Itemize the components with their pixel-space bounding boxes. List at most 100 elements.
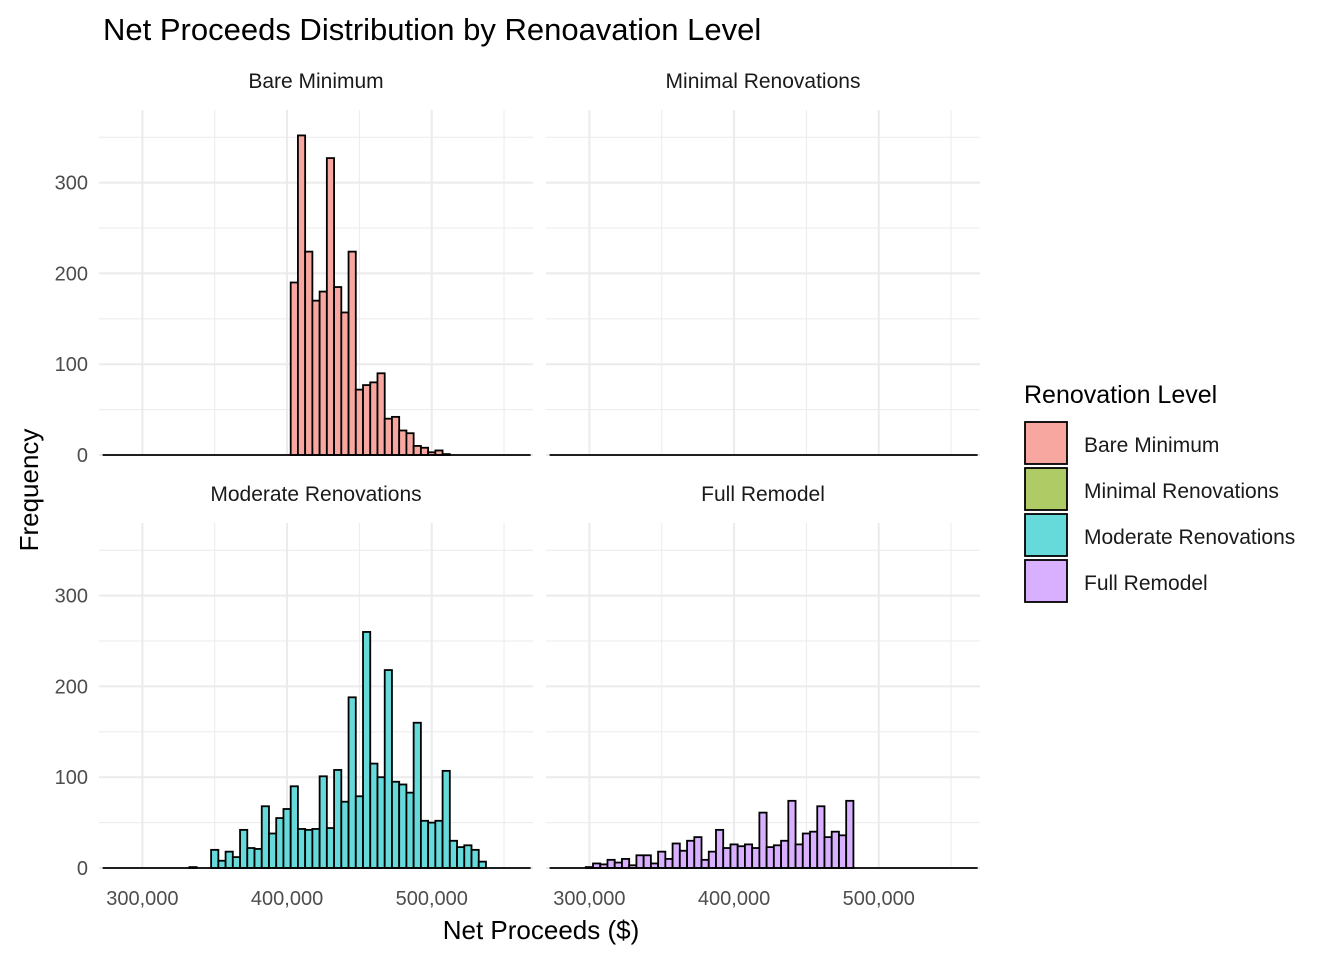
histogram-bar xyxy=(678,849,688,869)
histogram-bar xyxy=(441,769,451,869)
x-tick-label: 500,000 xyxy=(843,888,915,910)
histogram-bar xyxy=(729,843,739,869)
bars xyxy=(102,134,531,456)
legend: Renovation Level Bare Minimum Minimal Ren… xyxy=(1024,381,1295,603)
legend-entry-label: Minimal Renovations xyxy=(1084,480,1279,503)
histogram-bar xyxy=(823,836,833,869)
histogram-bar xyxy=(801,832,811,869)
legend-title: Renovation Level xyxy=(1024,381,1217,409)
histogram-bar xyxy=(845,799,855,869)
histogram-bar xyxy=(477,860,487,869)
histogram-bar xyxy=(304,250,314,456)
histogram-bar xyxy=(671,842,681,869)
histogram-bar xyxy=(787,799,797,869)
y-axis-label: Frequency xyxy=(14,429,44,552)
histogram-bar xyxy=(412,721,422,869)
legend-swatch xyxy=(1024,421,1068,465)
histogram-bar xyxy=(391,415,401,456)
histogram-bar xyxy=(434,819,444,869)
histogram-bar xyxy=(217,859,227,869)
histogram-bar xyxy=(297,828,307,869)
histogram-bar xyxy=(391,780,401,869)
histogram-bar xyxy=(318,290,328,456)
histogram-bar xyxy=(383,669,393,869)
y-tick-label: 0 xyxy=(77,858,88,880)
facet-minimal-renovations: Minimal Renovations xyxy=(546,70,980,456)
histogram-bar xyxy=(376,372,386,456)
chart-title: Net Proceeds Distribution by Renoavation… xyxy=(103,12,761,47)
facet-moderate-renovations: Moderate Renovations 0 100 200 300 xyxy=(55,483,533,880)
histogram-bar xyxy=(362,384,372,456)
histogram-bar xyxy=(354,795,364,869)
histogram-bar xyxy=(700,858,710,869)
histogram-bar xyxy=(744,843,754,869)
legend-swatch xyxy=(1024,467,1068,511)
histogram-bar xyxy=(722,847,732,869)
histogram-bar xyxy=(253,848,263,869)
facet-label: Bare Minimum xyxy=(248,70,383,93)
histogram-bar xyxy=(707,850,717,869)
histogram-bar xyxy=(347,250,357,456)
x-axis-ticks: 300,000 400,000 500,000 300,000 400,000 500,0… xyxy=(106,888,915,910)
x-tick-label: 400,000 xyxy=(251,888,323,910)
histogram-bar xyxy=(311,828,321,869)
histogram-bar xyxy=(412,445,422,456)
histogram-bar xyxy=(376,776,386,869)
gridlines xyxy=(546,110,980,456)
histogram-bar xyxy=(289,785,299,869)
x-tick-label: 300,000 xyxy=(106,888,178,910)
x-tick-label: 400,000 xyxy=(698,888,770,910)
facet-label: Full Remodel xyxy=(701,483,825,506)
histogram-bar xyxy=(239,828,249,869)
histogram-bar xyxy=(606,858,616,869)
histogram-bar xyxy=(419,819,430,869)
histogram-bar xyxy=(816,805,826,869)
histogram-bar xyxy=(325,157,335,456)
histogram-bar xyxy=(838,834,848,869)
histogram-bar xyxy=(751,847,761,869)
histogram-bar xyxy=(369,381,379,456)
histogram-bar xyxy=(282,808,292,869)
histogram-bar xyxy=(463,844,473,869)
bars xyxy=(102,631,531,869)
histogram-bar xyxy=(642,854,652,869)
gridlines xyxy=(99,523,533,869)
histogram-bar xyxy=(772,844,782,869)
facet-panels: Bare Minimum 0 100 200 300 Minimal Renovation… xyxy=(55,70,980,880)
histogram-bar xyxy=(362,631,372,869)
histogram-bar xyxy=(333,286,343,456)
histogram-bar xyxy=(736,845,746,869)
histogram-bar xyxy=(830,830,840,869)
histogram-bar xyxy=(318,775,328,869)
histogram-bar xyxy=(275,817,285,869)
histogram-bar xyxy=(340,800,350,869)
histogram-bar xyxy=(419,446,430,456)
histogram-bar xyxy=(297,134,307,456)
facet-full-remodel: Full Remodel xyxy=(546,483,980,869)
histogram-bar xyxy=(354,388,364,456)
histogram-bar xyxy=(427,821,437,869)
histogram-bar xyxy=(369,762,379,869)
histogram-bar xyxy=(758,811,768,869)
histogram-bar xyxy=(635,854,645,869)
x-tick-label: 300,000 xyxy=(553,888,625,910)
y-tick-label: 200 xyxy=(55,676,88,698)
histogram-bar xyxy=(657,850,667,869)
histogram-bar xyxy=(224,850,234,869)
histogram-bar xyxy=(333,769,343,869)
gridlines xyxy=(546,523,980,869)
histogram-bar xyxy=(664,858,674,869)
legend-entry-label: Moderate Renovations xyxy=(1084,526,1295,549)
y-tick-label: 200 xyxy=(55,263,88,285)
histogram-bar xyxy=(456,846,466,869)
histogram-bar xyxy=(260,805,270,869)
legend-entry-label: Full Remodel xyxy=(1084,572,1208,595)
histogram-bar xyxy=(794,843,804,869)
y-tick-label: 100 xyxy=(55,354,88,376)
histogram-bar xyxy=(246,847,256,869)
x-tick-label: 500,000 xyxy=(396,888,468,910)
histogram-bar xyxy=(715,828,725,869)
facet-label: Minimal Renovations xyxy=(666,70,861,93)
